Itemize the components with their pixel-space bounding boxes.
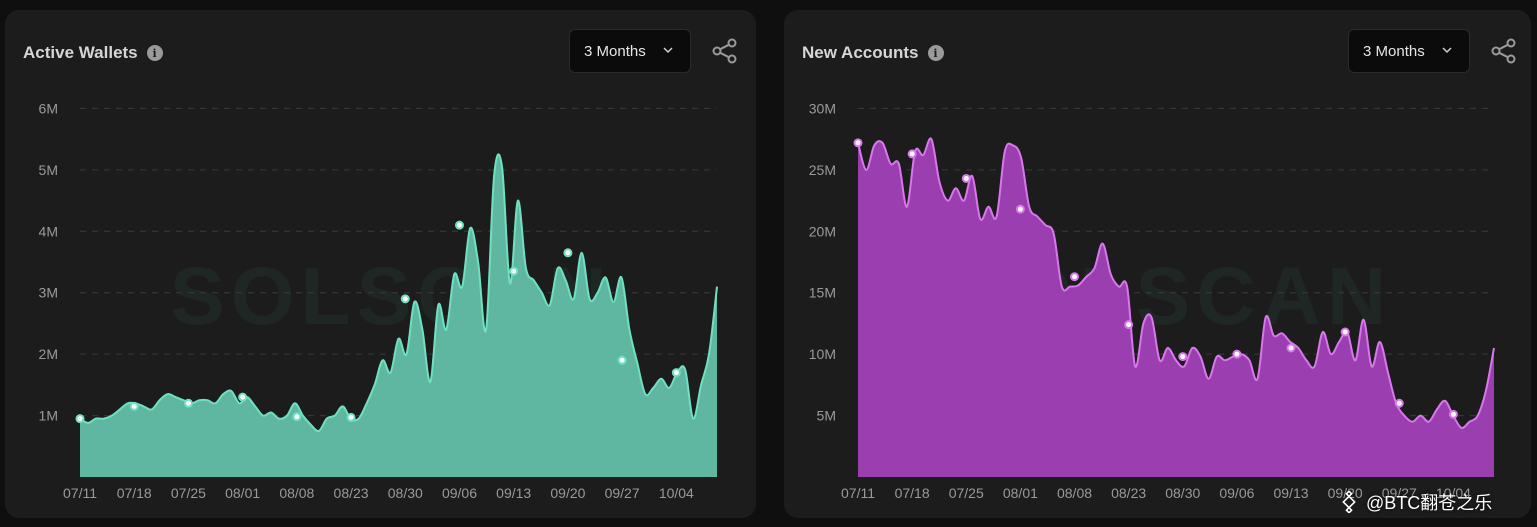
data-point (617, 355, 627, 365)
data-point (509, 266, 519, 276)
active-wallets-card: Active Wallets i 3 Months SOLSCAN 1M 2M 3M… (5, 10, 756, 518)
series-area (80, 154, 717, 477)
range-select-label: 3 Months (1363, 42, 1425, 60)
data-point (238, 392, 248, 402)
data-point (1286, 343, 1296, 353)
x-tick-label: 08/30 (388, 485, 423, 501)
range-select-active-wallets[interactable]: 3 Months (569, 29, 691, 73)
x-tick-label: 09/27 (1382, 485, 1417, 501)
y-tick-label: 5M (817, 408, 836, 424)
y-tick-label: 6M (39, 100, 58, 116)
y-tick-label: 3M (39, 285, 58, 301)
x-tick-label: 09/13 (1273, 485, 1308, 501)
y-tick-label: 1M (39, 408, 58, 424)
new-accounts-card: New Accounts i 3 Months SOLSCAN 5M 10M 15M… (784, 10, 1531, 518)
series-line (857, 137, 1495, 430)
card-title: New Accounts i (802, 43, 944, 63)
x-tick-label: 09/06 (1219, 485, 1254, 501)
info-icon[interactable]: i (146, 45, 163, 61)
active-wallets-title: Active Wallets (23, 43, 138, 62)
x-tick-label: 09/20 (550, 485, 585, 501)
x-tick-label: 09/20 (1328, 485, 1363, 501)
x-tick-label: 07/18 (895, 485, 930, 501)
data-point (292, 412, 302, 422)
binance-logo-icon (1342, 491, 1356, 513)
x-tick-label: 09/06 (442, 485, 477, 501)
data-point (1015, 204, 1025, 214)
data-point (1124, 320, 1134, 330)
y-tick-label: 10M (809, 346, 836, 362)
y-tick-label: 4M (39, 223, 58, 239)
data-point (75, 414, 85, 424)
y-tick-label: 20M (809, 223, 836, 239)
x-tick-label: 07/25 (949, 485, 984, 501)
data-point (1448, 409, 1458, 419)
x-tick-label: 08/30 (1165, 485, 1200, 501)
range-select-label: 3 Months (584, 42, 646, 60)
y-tick-label: 30M (809, 100, 836, 116)
data-point (853, 138, 863, 148)
credit-text: @BTC翻苍之乐 (1366, 493, 1493, 513)
chevron-down-icon (1442, 47, 1452, 54)
y-tick-label: 25M (809, 162, 836, 178)
x-tick-label: 07/11 (841, 485, 875, 501)
data-point (183, 398, 193, 408)
x-tick-label: 07/18 (117, 485, 152, 501)
x-tick-label: 10/04 (659, 485, 694, 501)
data-point (961, 173, 971, 183)
y-tick-label: 15M (809, 285, 836, 301)
x-tick-label: 08/08 (279, 485, 314, 501)
data-point (563, 248, 573, 258)
data-point (454, 220, 464, 230)
active-wallets-chart: 1M 2M 3M 4M 5M 6M 07/11 07/18 07/25 08/01 08/08 08/… (39, 100, 718, 501)
data-point (129, 401, 139, 411)
x-tick-label: 09/13 (496, 485, 531, 501)
data-point (907, 149, 917, 159)
x-tick-label: 09/27 (605, 485, 640, 501)
range-select-new-accounts[interactable]: 3 Months (1348, 29, 1470, 73)
x-tick-label: 08/23 (334, 485, 369, 501)
y-tick-label: 5M (39, 162, 58, 178)
x-tick-label: 07/11 (63, 485, 97, 501)
y-tick-label: 2M (39, 346, 58, 362)
data-point (1178, 352, 1188, 362)
data-point (1070, 272, 1080, 282)
data-point (1232, 349, 1242, 359)
data-point (671, 368, 681, 378)
share-icon[interactable] (1491, 38, 1517, 64)
data-point (346, 412, 356, 422)
new-accounts-chart: 5M 10M 15M 20M 25M 30M 07/11 07/18 07/25 08/01 08/… (809, 100, 1495, 501)
data-point (1394, 398, 1404, 408)
x-tick-label: 08/08 (1057, 485, 1092, 501)
chevron-down-icon (663, 47, 673, 54)
x-tick-label: 08/01 (1003, 485, 1038, 501)
x-tick-label: 08/23 (1111, 485, 1146, 501)
credit-watermark: @BTC翻苍之乐 (1338, 489, 1492, 515)
x-tick-label: 10/04 (1436, 485, 1471, 501)
new-accounts-title: New Accounts (802, 43, 919, 62)
data-point (1340, 327, 1350, 337)
card-title: Active Wallets i (23, 43, 163, 63)
x-tick-label: 07/25 (171, 485, 206, 501)
share-icon[interactable] (712, 38, 738, 64)
info-icon[interactable]: i (927, 45, 944, 61)
x-tick-label: 08/01 (225, 485, 260, 501)
series-area (858, 138, 1494, 477)
data-point (400, 294, 410, 304)
